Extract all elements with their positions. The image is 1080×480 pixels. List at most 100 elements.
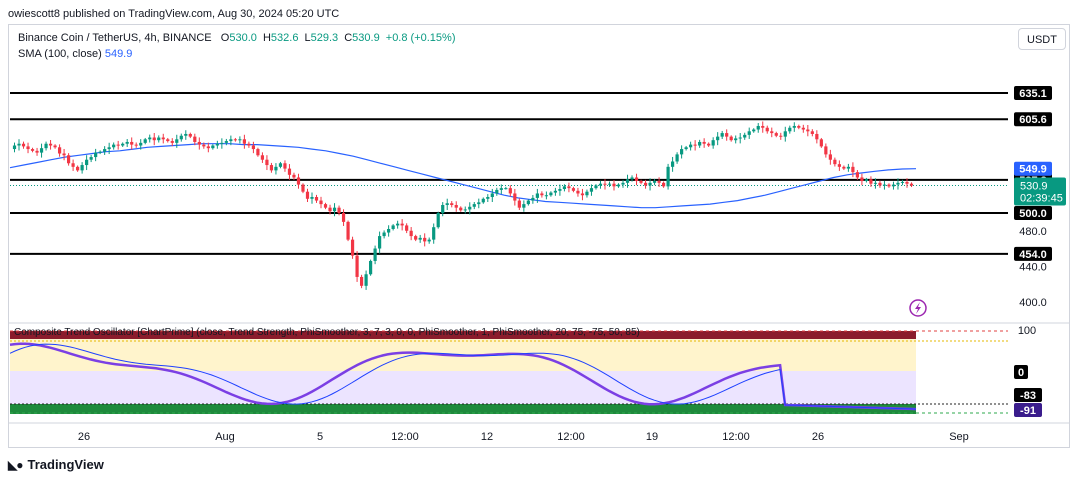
candle-body	[414, 236, 418, 240]
candle-body	[495, 189, 499, 194]
level-tag-454.0-bg	[1014, 246, 1052, 261]
candle-body	[481, 198, 485, 203]
candle-body	[296, 177, 301, 185]
candle-body	[350, 239, 355, 256]
candle-body	[887, 184, 891, 187]
candle-body	[80, 165, 84, 171]
candle-body	[896, 182, 900, 185]
candle-body	[224, 141, 228, 143]
candle-body	[716, 136, 720, 141]
candle-body	[112, 144, 116, 148]
candle-body	[454, 205, 458, 208]
candle-body	[130, 141, 134, 145]
candle-body	[504, 188, 508, 190]
candle-body	[220, 142, 224, 144]
candle-body	[499, 188, 503, 190]
candle-body	[242, 139, 246, 144]
osc-tag-minus-83: -83	[1020, 390, 1036, 402]
candle-body	[202, 144, 206, 147]
candle-body	[436, 213, 440, 228]
candle-body	[229, 139, 233, 142]
candle-body	[806, 129, 810, 132]
candle-body	[860, 177, 864, 182]
candle-body	[567, 186, 571, 189]
candle-body	[283, 163, 287, 169]
candle-body	[783, 131, 787, 137]
candle-body	[139, 142, 143, 146]
candle-body	[184, 133, 188, 136]
symbol-name: Binance Coin / TetherUS, 4h, BINANCE	[18, 32, 212, 44]
sma-label: SMA (100, close)	[18, 48, 102, 60]
candle-body	[161, 137, 165, 140]
candle-body	[549, 192, 553, 196]
candle-body	[756, 125, 760, 130]
candle-body	[869, 179, 873, 184]
candle-body	[265, 159, 269, 166]
candle-body	[544, 195, 548, 197]
osc-tag-minus-83-bg	[1014, 388, 1042, 402]
candle-body	[828, 154, 832, 160]
candle-body	[634, 177, 639, 182]
candle-body	[197, 141, 201, 145]
candle-body	[508, 188, 512, 194]
candle-body	[842, 166, 846, 169]
osc-tag-minus-91-bg	[1014, 403, 1042, 417]
x-tick-label: 12:00	[722, 431, 750, 443]
candle-body	[486, 197, 490, 199]
x-tick-label: 26	[812, 431, 824, 443]
candle-body	[346, 221, 350, 240]
osc-tag-minus-91: -91	[1020, 405, 1036, 417]
candle-body	[851, 166, 855, 173]
candle-body	[472, 204, 476, 207]
sma-price-tag-bg	[1014, 161, 1052, 176]
level-tag-605.6: 605.6	[1019, 114, 1047, 126]
y-tick-label: 400.0	[1019, 297, 1047, 309]
candle-body	[882, 184, 887, 186]
candle-body	[603, 183, 607, 185]
candle-body	[702, 141, 706, 144]
candle-body	[612, 183, 616, 187]
oscillator-lines	[9, 342, 917, 411]
candle-body	[594, 185, 598, 189]
candle-body	[30, 149, 35, 151]
candle-body	[143, 139, 147, 143]
candle-body	[580, 193, 585, 196]
open-value: 530.0	[229, 32, 257, 44]
x-tick-label: 12:00	[391, 431, 419, 443]
level-tag-635.1: 635.1	[1019, 88, 1047, 100]
candle-body	[788, 127, 792, 132]
candle-body	[337, 207, 341, 213]
candle-body	[53, 145, 57, 148]
level-tag-635.1-bg	[1014, 86, 1052, 101]
candle-body	[531, 197, 535, 201]
candle-body	[116, 144, 120, 146]
candle-body	[535, 193, 539, 198]
candle-body	[526, 200, 530, 205]
sma-legend: SMA (100, close) 549.9	[18, 48, 132, 60]
candle-body	[689, 144, 693, 148]
candle-body	[166, 139, 170, 142]
candle-body	[328, 207, 332, 212]
currency-button[interactable]: USDT	[1018, 28, 1066, 50]
candle-body	[761, 125, 765, 128]
oscillator-legend: Composite Trend Oscillator [ChartPrime] …	[14, 327, 640, 338]
level-tag-454.0: 454.0	[1019, 249, 1047, 261]
candle-body	[396, 223, 400, 226]
price-labels-layer: 635.1605.6537.3500.0454.0549.9530.902:39…	[1014, 86, 1066, 417]
bolt-icon[interactable]	[909, 299, 927, 317]
candle-body	[463, 209, 467, 211]
candle-body	[427, 239, 431, 242]
candle-body	[774, 133, 778, 136]
candle-body	[251, 145, 256, 150]
candle-body	[269, 165, 274, 171]
candle-body	[382, 232, 386, 237]
chart-frame	[8, 24, 1070, 448]
candle-body	[648, 182, 652, 186]
axes-layer: 26 Aug 5 12:00 12 12:00 19 12:00 26 Sep 480.0 440.0…	[8, 226, 1070, 443]
candle-body	[48, 143, 53, 146]
candle-body	[477, 202, 481, 205]
candle-body	[157, 137, 161, 141]
candle-body	[66, 155, 71, 164]
osc-trend-line	[9, 343, 917, 410]
